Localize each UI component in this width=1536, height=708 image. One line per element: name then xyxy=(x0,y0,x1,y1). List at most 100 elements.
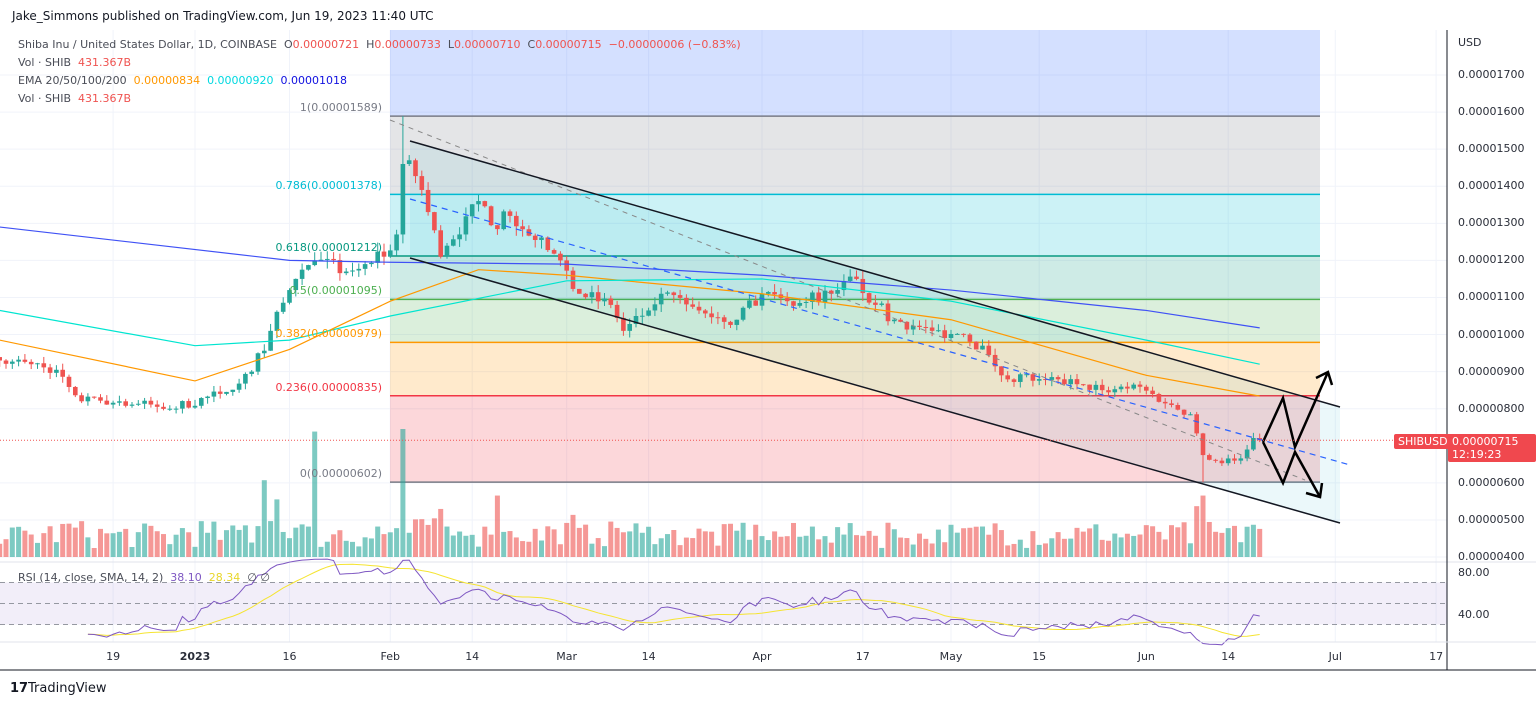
volume-bar xyxy=(179,528,185,557)
symbol-name[interactable]: Shiba Inu / United States Dollar, 1D, CO… xyxy=(18,38,277,51)
volume-bar xyxy=(803,535,809,557)
bullish-path-arrow xyxy=(1261,371,1330,451)
rsi-legend[interactable]: RSI (14, close, SMA, 14, 2) 38.10 28.34 … xyxy=(18,571,270,585)
candle-body xyxy=(898,319,903,322)
time-tick: Mar xyxy=(556,650,578,663)
volume-bar xyxy=(841,534,847,557)
candle-body xyxy=(614,304,620,318)
volume-bar xyxy=(1124,533,1130,557)
candle-body xyxy=(369,262,374,265)
volume-bar xyxy=(356,546,362,557)
price-tick: 0.00001400 xyxy=(1458,179,1525,193)
volume-bar xyxy=(110,533,116,557)
volume-bar xyxy=(274,499,280,557)
candle-body xyxy=(847,276,853,281)
bar-countdown: 12:19:23 xyxy=(1452,448,1502,461)
candle-body xyxy=(91,396,97,398)
fib-level-label: 0.5(0.00001095) xyxy=(289,284,382,298)
volume-bar xyxy=(627,531,633,557)
fib-level-label: 1(0.00001589) xyxy=(299,101,382,115)
price-tick: 0.00001600 xyxy=(1458,105,1525,119)
volume-bar xyxy=(425,524,431,557)
volume-bar xyxy=(230,525,236,557)
candle-body xyxy=(1131,384,1136,389)
candle-body xyxy=(621,317,626,331)
volume-bar xyxy=(350,541,355,557)
last-price-tag: 0.00000715 12:19:23 xyxy=(1448,434,1536,462)
volume-bar xyxy=(513,537,519,557)
tradingview-logo[interactable]: 17TradingView xyxy=(10,682,107,696)
candle-body xyxy=(186,401,191,408)
ema-legend[interactable]: EMA 20/50/100/200 0.00000834 0.00000920 … xyxy=(18,74,347,88)
volume-bar xyxy=(431,518,437,557)
candle-body xyxy=(243,373,248,384)
candle-body xyxy=(595,292,601,302)
volume-bar xyxy=(860,535,866,557)
volume-bar xyxy=(904,538,910,557)
volume-bar xyxy=(1118,537,1124,557)
low-label: L xyxy=(447,38,455,51)
candle-body xyxy=(343,271,349,274)
ema20-value: 0.00000834 xyxy=(133,74,201,87)
volume-bar xyxy=(917,533,922,557)
volume-bar xyxy=(85,537,91,557)
volume-bar xyxy=(66,523,72,557)
volume-legend[interactable]: Vol · SHIB 431.367B xyxy=(18,56,131,70)
candle-body xyxy=(394,234,399,251)
candle-body xyxy=(873,302,878,305)
volume-bar xyxy=(337,530,343,557)
time-tick: 17 xyxy=(855,650,870,663)
candle-body xyxy=(306,265,311,270)
volume-bar xyxy=(665,534,670,557)
volume-bar xyxy=(224,530,229,557)
candle-body xyxy=(123,401,128,406)
symbol-legend: Shiba Inu / United States Dollar, 1D, CO… xyxy=(18,38,741,52)
candle-body xyxy=(1137,384,1143,387)
volume-bar xyxy=(211,521,217,557)
volume-legend-2[interactable]: Vol · SHIB 431.367B xyxy=(18,92,131,106)
rsi-na-value: ∅ xyxy=(260,571,270,584)
candle-body xyxy=(142,400,147,404)
volume-bar xyxy=(488,534,494,557)
volume-bar xyxy=(1030,531,1036,557)
volume-bar xyxy=(816,539,822,557)
candle-body xyxy=(671,292,677,296)
candle-body xyxy=(98,397,103,401)
candle-body xyxy=(104,400,110,405)
volume-bar xyxy=(1219,532,1225,557)
volume-bar xyxy=(961,528,967,557)
candle-body xyxy=(1225,458,1231,464)
candle-body xyxy=(885,303,891,322)
time-tick: 19 xyxy=(106,650,121,663)
volume-bar xyxy=(753,524,759,557)
volume-bar xyxy=(532,528,538,557)
volume-bar xyxy=(879,547,885,557)
change-value: −0.00000006 (−0.83%) xyxy=(608,38,741,51)
candle-body xyxy=(161,406,166,409)
price-tick: 0.00000800 xyxy=(1458,401,1525,415)
candle-body xyxy=(136,403,141,405)
volume-bar xyxy=(1162,539,1168,557)
volume-bar xyxy=(967,527,973,557)
volume-bar xyxy=(9,527,15,557)
volume-bar xyxy=(261,480,267,557)
candle-body xyxy=(551,250,557,254)
candle-body xyxy=(85,396,91,402)
bearish-path-arrow xyxy=(1261,441,1322,498)
volume-bar xyxy=(1049,538,1055,557)
rsi-label: RSI (14, close, SMA, 14, 2) xyxy=(18,571,164,584)
fib-level-label: 0.236(0.00000835) xyxy=(275,380,382,394)
volume-bar xyxy=(847,523,853,557)
candle-body xyxy=(721,317,727,322)
candle-body xyxy=(3,360,9,364)
time-tick: 15 xyxy=(1032,650,1047,663)
volume-bar xyxy=(1244,526,1250,557)
volume-bar xyxy=(1200,495,1206,557)
volume-bar xyxy=(129,547,135,557)
low-value: 0.00000710 xyxy=(454,38,521,51)
candle-body xyxy=(1244,449,1250,459)
candle-body xyxy=(1005,375,1010,380)
volume-bar xyxy=(1043,543,1048,557)
time-tick: Jun xyxy=(1137,650,1155,663)
